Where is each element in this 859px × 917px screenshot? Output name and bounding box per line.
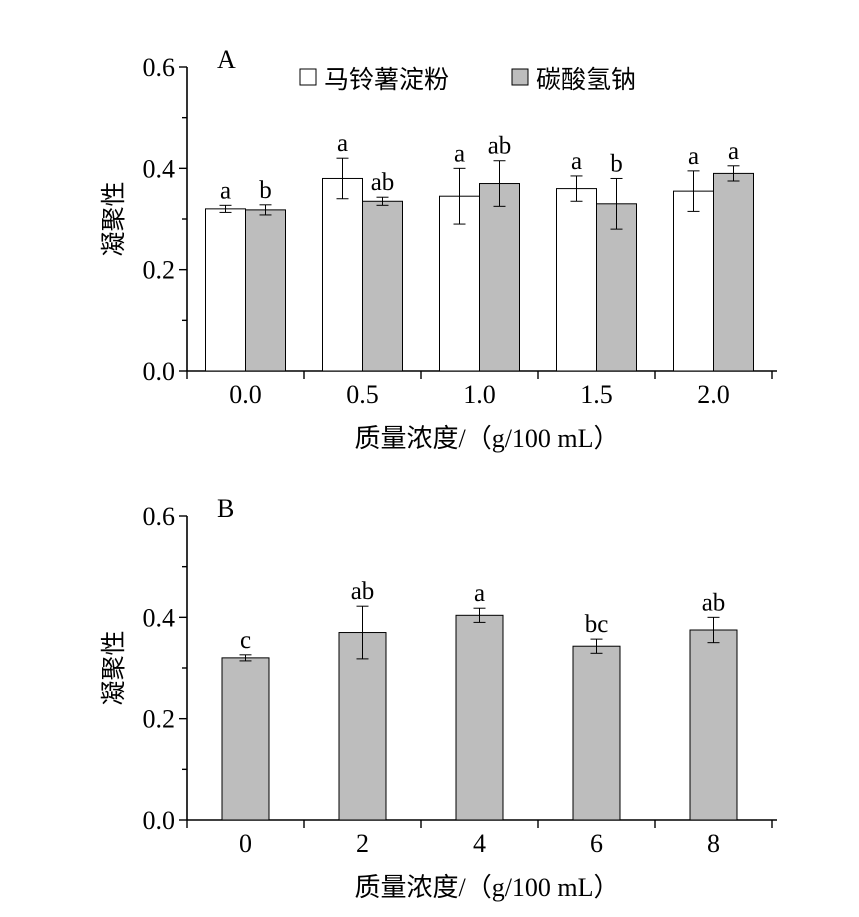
panel-a-y-tick-label: 0.4	[143, 154, 176, 183]
panel-b-sig-label: a	[474, 580, 485, 607]
panel-a-sig-label: a	[688, 143, 699, 170]
panel-a-sig-label: a	[454, 140, 465, 167]
panel-a-sig-label: a	[728, 138, 739, 165]
panel-a-legend-swatch	[299, 68, 317, 86]
panel-a-sig-label: a	[220, 177, 231, 204]
panel-a-bar	[245, 209, 286, 372]
panel-a-bar	[713, 172, 754, 372]
panel-a-label: A	[217, 45, 236, 74]
panel-a-x-tick-label: 0.5	[346, 380, 379, 409]
panel-a-bar	[362, 200, 403, 372]
panel-a-sig-label: a	[337, 130, 348, 157]
panel-a-x-tick-label: 2.0	[697, 380, 730, 409]
panel-b-sig-label: ab	[351, 578, 375, 605]
panel-a-bar	[596, 203, 637, 372]
panel-a-bar	[479, 183, 520, 372]
panel-a-sig-label: a	[571, 148, 582, 175]
panel-b-sig-label: c	[240, 627, 251, 654]
panel-b-label: B	[217, 494, 234, 523]
panel-b-x-tick-label: 4	[473, 829, 486, 858]
panel-b-y-tick-label: 0.0	[143, 806, 176, 835]
panel-a-y-tick-label: 0.6	[143, 53, 176, 82]
panel-a-legend-label: 马铃薯淀粉	[324, 66, 449, 94]
panel-a-y-tick-label: 0.0	[143, 357, 176, 386]
panel-b-y-tick-label: 0.6	[143, 502, 176, 531]
panel-b-sig-label: ab	[702, 589, 726, 616]
panel-b-x-axis-label: 质量浓度/（g/100 mL）	[354, 873, 619, 902]
panel-b-bar	[689, 629, 738, 821]
panel-a-sig-label: ab	[488, 133, 512, 160]
panel-b-x-tick-label: 0	[239, 829, 252, 858]
panel-a-sig-label: b	[259, 177, 272, 204]
panel-b-x-tick-label: 2	[356, 829, 369, 858]
panel-a-sig-label: b	[610, 150, 623, 177]
panel-a-legend-swatch	[511, 68, 529, 86]
panel-b-bar	[221, 657, 270, 821]
panel-a-sig-label: ab	[371, 169, 395, 196]
panel-b-x-tick-label: 8	[707, 829, 720, 858]
panel-b-x-tick-label: 6	[590, 829, 603, 858]
panel-a-x-tick-label: 0.0	[229, 380, 262, 409]
panel-b-y-tick-label: 0.4	[143, 603, 176, 632]
panel-b-y-tick-label: 0.2	[143, 705, 176, 734]
panel-b-sig-label: bc	[585, 611, 609, 638]
panel-a-y-axis-label: 凝聚性	[100, 181, 128, 256]
panel-a-legend-label: 碳酸氢钠	[536, 66, 636, 94]
panel-b-bar	[338, 632, 387, 821]
panel-a-x-axis-label: 质量浓度/（g/100 mL）	[354, 424, 619, 453]
panel-a-bar	[205, 208, 246, 372]
panel-a-y-tick-label: 0.2	[143, 256, 176, 285]
panel-a-x-tick-label: 1.0	[463, 380, 496, 409]
panel-a-bar	[673, 190, 714, 372]
panel-b-y-axis-label: 凝聚性	[100, 630, 128, 705]
panel-b-bar	[572, 645, 621, 821]
panel-a-x-tick-label: 1.5	[580, 380, 613, 409]
panel-a-bar	[322, 177, 363, 372]
panel-b-bar	[455, 614, 504, 821]
panel-a-bar	[556, 188, 597, 372]
